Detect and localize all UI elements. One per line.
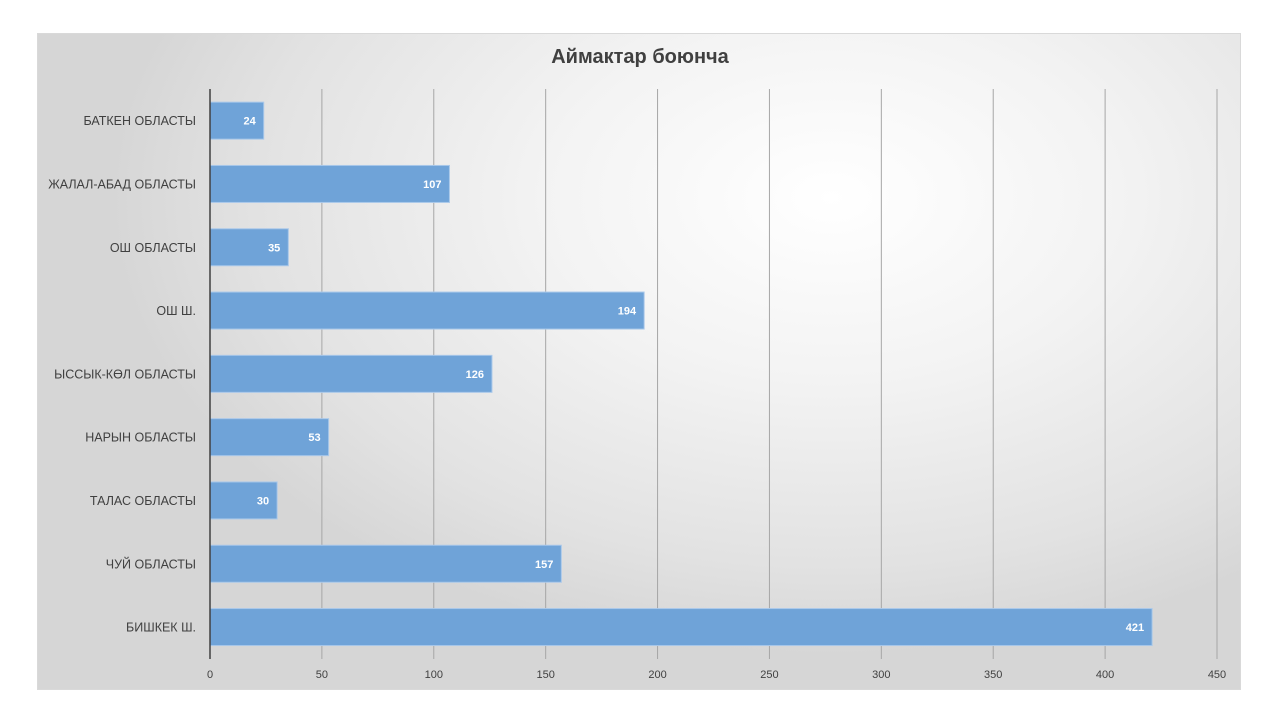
category-label: ЖАЛАЛ-АБАД ОБЛАСТЫ <box>48 177 196 191</box>
category-label: БИШКЕК Ш. <box>126 621 196 635</box>
data-label: 157 <box>535 559 553 571</box>
bar <box>209 291 645 330</box>
data-label: 126 <box>466 369 484 381</box>
data-label: 107 <box>423 179 441 191</box>
bar <box>209 228 289 267</box>
category-label: НАРЫН ОБЛАСТЫ <box>85 431 196 445</box>
category-label: БАТКЕН ОБЛАСТЫ <box>83 114 196 128</box>
x-tick-label: 100 <box>425 669 443 681</box>
x-tick-label: 350 <box>984 669 1002 681</box>
bar <box>209 354 493 393</box>
bar <box>209 418 330 457</box>
tick-labels: 0 50 100 150 200 250 300 350 400 450 <box>207 669 1226 681</box>
bar <box>209 608 1153 647</box>
data-label: 24 <box>243 116 256 128</box>
bar <box>209 481 278 520</box>
data-label: 194 <box>618 306 637 318</box>
x-tick-label: 0 <box>207 669 213 681</box>
bar <box>209 544 562 583</box>
x-tick-label: 200 <box>648 669 666 681</box>
chart-title: Аймактар боюнча <box>551 46 729 68</box>
category-label: ЧУЙ ОБЛАСТЫ <box>106 556 196 571</box>
data-label: 30 <box>257 495 269 507</box>
bars <box>209 101 1153 647</box>
x-tick-label: 400 <box>1096 669 1114 681</box>
data-labels: 24 107 35 194 126 53 30 157 421 <box>243 116 1144 634</box>
data-label: 421 <box>1126 622 1144 634</box>
gridlines <box>321 89 1218 659</box>
x-tick-label: 450 <box>1208 669 1226 681</box>
data-label: 35 <box>268 242 280 254</box>
category-label: ОШ ОБЛАСТЫ <box>110 241 196 255</box>
x-tick-label: 150 <box>536 669 554 681</box>
category-label: ОШ Ш. <box>156 304 196 318</box>
bar <box>209 164 450 203</box>
category-label: ТАЛАС ОБЛАСТЫ <box>90 494 196 508</box>
x-tick-label: 300 <box>872 669 890 681</box>
category-labels: БАТКЕН ОБЛАСТЫ ЖАЛАЛ-АБАД ОБЛАСТЫ ОШ ОБЛАС… <box>48 114 196 634</box>
category-label: ЫССЫК-КӨЛ ОБЛАСТЫ <box>54 367 196 381</box>
x-tick-label: 50 <box>316 669 328 681</box>
data-label: 53 <box>308 432 320 444</box>
x-tick-label: 250 <box>760 669 778 681</box>
